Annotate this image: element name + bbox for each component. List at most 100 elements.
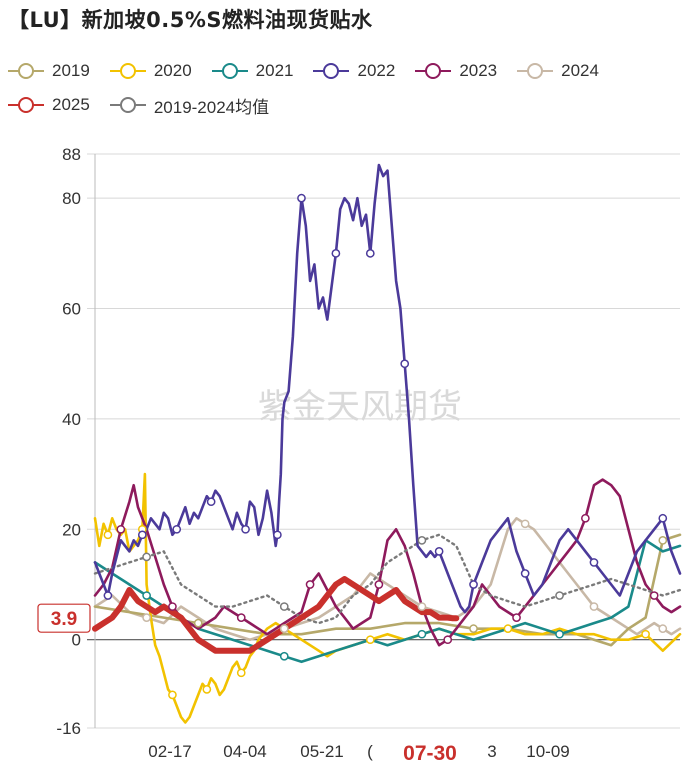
- point-2022-280: [331, 248, 341, 258]
- current-date-label: 07-30: [403, 742, 457, 765]
- watermark: 紫金天风期货: [258, 387, 462, 427]
- x-tick-10-09: 10-09: [526, 742, 569, 761]
- point-2019-2024均值-60: [142, 552, 151, 562]
- point-2021-380: [417, 629, 427, 639]
- legend-label-2025: 2025: [52, 95, 90, 114]
- point-2023-330: [374, 580, 384, 589]
- legend-item-2019[interactable]: 2019: [6, 61, 90, 81]
- legend-marker-2024: [517, 63, 554, 79]
- point-2022-135: [206, 497, 216, 507]
- legend-circle: [221, 63, 238, 79]
- legend-label-2019: 2019: [52, 61, 90, 80]
- x-tick-02-17: 02-17: [148, 742, 191, 761]
- series-line-2019: [93, 533, 682, 647]
- point-2023-250: [305, 580, 315, 589]
- point-2021-60: [142, 591, 151, 600]
- legend-circle: [425, 63, 442, 79]
- point-2019-2024均值-220: [279, 602, 289, 611]
- legend-item-2025[interactable]: 2025: [6, 95, 90, 115]
- legend-row-1: 2019 2020 2021 2022 2023 2024: [6, 54, 700, 88]
- x-tick-partial-0: (: [367, 742, 373, 761]
- legend-marker-2022: [313, 63, 350, 79]
- legend-marker-2021: [211, 63, 248, 79]
- series-line-2020: [93, 472, 682, 724]
- point-2023-490: [512, 613, 521, 622]
- y-tick-88: 88: [62, 145, 81, 164]
- point-2022-400: [434, 547, 444, 556]
- y-tick-60: 60: [62, 300, 81, 319]
- current-value-box: [37, 603, 91, 633]
- point-2024-660: [658, 624, 668, 634]
- legend: 2019 2020 2021 2022 2023 2024 2025: [6, 54, 700, 122]
- point-2020-320: [365, 635, 375, 645]
- legend-label-average: 2019-2024均值: [153, 97, 270, 117]
- point-2024-580: [589, 602, 599, 611]
- y-tick-80: 80: [62, 189, 81, 208]
- point-2023-650: [649, 591, 659, 600]
- current-date-box: [390, 734, 470, 766]
- point-2019-2024均值-380: [417, 535, 427, 545]
- legend-item-2022[interactable]: 2022: [311, 61, 395, 81]
- point-2022-320: [365, 248, 375, 258]
- point-2022-440: [469, 580, 478, 589]
- point-2022-500: [520, 569, 530, 578]
- point-2024-380: [417, 602, 427, 611]
- legend-label-2021: 2021: [255, 61, 294, 80]
- x-tick-partial-1: 3: [487, 742, 496, 761]
- y-tick-20: 20: [62, 520, 81, 539]
- legend-circle: [323, 63, 340, 79]
- point-2019-440: [469, 624, 478, 634]
- point-2022-55: [137, 530, 147, 540]
- legend-item-2023[interactable]: 2023: [413, 61, 497, 81]
- point-2024-500: [520, 519, 530, 529]
- legend-label-2024: 2024: [561, 61, 599, 80]
- legend-circle: [18, 97, 34, 113]
- y-tick--16: -16: [56, 719, 81, 738]
- series-line-2019-2024均值: [93, 533, 682, 625]
- point-2022-95: [172, 524, 182, 534]
- point-2022-660: [658, 513, 668, 523]
- point-2022-580: [589, 558, 599, 567]
- point-2023-90: [168, 602, 177, 611]
- series-line-2024: [93, 517, 682, 641]
- legend-item-2024[interactable]: 2024: [515, 61, 599, 81]
- point-2020-90: [168, 690, 177, 700]
- legend-marker-2023: [415, 63, 452, 79]
- y-tick-0: 0: [72, 631, 81, 650]
- point-2021-540: [555, 629, 564, 639]
- point-2023-30: [116, 524, 126, 534]
- y-tick-40: 40: [62, 410, 81, 429]
- legend-row-2: 2025 2019-2024均值: [6, 88, 700, 122]
- legend-item-2021[interactable]: 2021: [210, 61, 294, 81]
- point-2020-130: [202, 685, 212, 694]
- point-2022-15: [103, 591, 113, 600]
- point-2023-170: [236, 613, 246, 622]
- legend-marker-average: [109, 97, 146, 113]
- point-2020-640: [641, 629, 650, 639]
- point-2020-480: [503, 624, 513, 634]
- x-tick-04-04: 04-04: [223, 742, 266, 761]
- legend-item-2020[interactable]: 2020: [108, 61, 192, 81]
- point-2020-170: [236, 668, 246, 678]
- series-line-2022: [93, 163, 682, 614]
- legend-marker-2020: [109, 63, 146, 79]
- legend-marker-2025: [8, 97, 44, 113]
- legend-marker-2019: [8, 63, 44, 79]
- point-2019-120: [193, 618, 203, 628]
- legend-circle: [119, 97, 136, 113]
- legend-circle: [119, 63, 136, 79]
- point-2021-220: [279, 651, 289, 661]
- chart-title: 【LU】新加坡0.5%S燃料油现货贴水: [8, 8, 373, 32]
- point-2022-240: [297, 193, 306, 203]
- point-2022-175: [241, 524, 250, 534]
- point-2024-60: [142, 613, 151, 622]
- legend-item-average[interactable]: 2019-2024均值: [108, 93, 269, 118]
- x-tick-05-21: 05-21: [300, 742, 343, 761]
- point-2023-570: [581, 513, 590, 523]
- legend-circle: [527, 63, 544, 79]
- point-2024-220: [279, 624, 289, 634]
- point-2020-15: [103, 530, 113, 540]
- legend-label-2020: 2020: [153, 61, 192, 80]
- point-2023-410: [443, 635, 453, 645]
